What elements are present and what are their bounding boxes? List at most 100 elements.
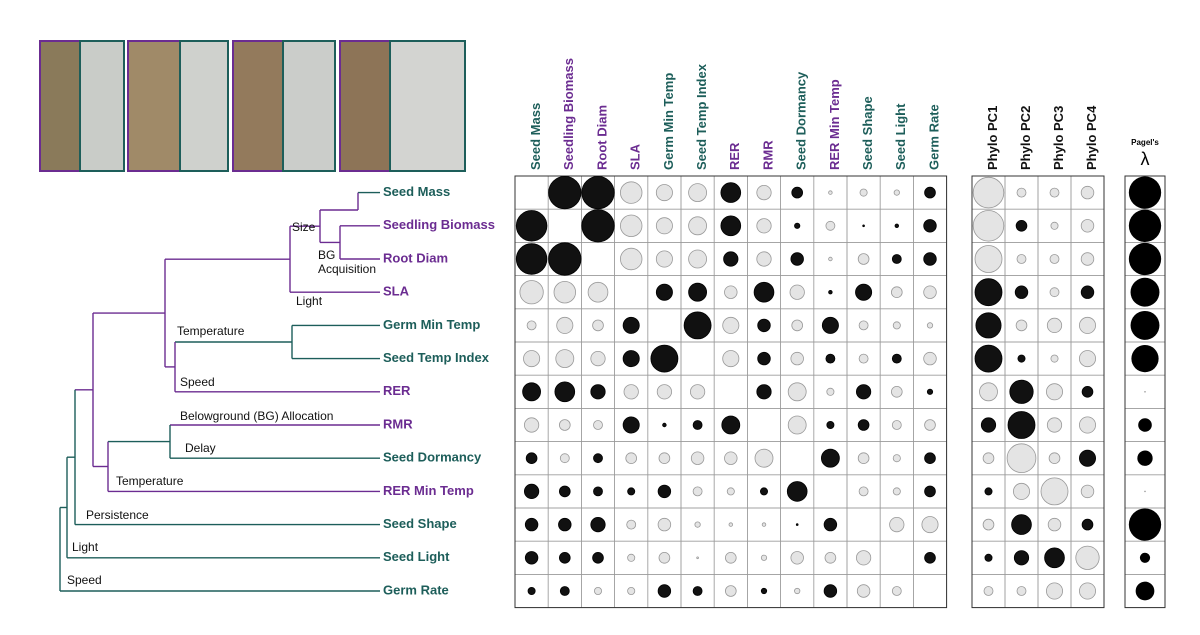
lambda-bubble <box>1130 277 1160 307</box>
bubble <box>692 486 703 497</box>
row-label: RMR <box>383 416 413 431</box>
bubble <box>524 517 539 532</box>
bubble <box>857 253 870 265</box>
bubble <box>1013 482 1031 500</box>
bubble <box>519 280 544 305</box>
lambda-bubble <box>1144 490 1146 493</box>
row-label: SLA <box>383 284 410 299</box>
bubble <box>692 586 703 596</box>
bubble <box>592 551 604 564</box>
bubble <box>720 215 742 237</box>
bubble <box>974 278 1003 307</box>
cell <box>813 474 848 509</box>
column-label: Seed Dormancy <box>794 71 809 170</box>
bubble <box>761 522 767 527</box>
bubble <box>627 587 636 596</box>
lambda-header: λ <box>1141 149 1150 169</box>
photo <box>389 40 466 172</box>
bubble <box>559 453 570 464</box>
bubble <box>581 209 615 243</box>
bubble <box>892 454 901 463</box>
bubble <box>657 517 672 532</box>
photos <box>39 40 466 172</box>
bubble <box>620 214 643 238</box>
bubble <box>821 316 839 334</box>
photo <box>39 40 81 172</box>
row-label: Seed Dormancy <box>383 450 482 465</box>
bubble <box>690 451 705 465</box>
column-label: Seed Temp Index <box>694 63 709 170</box>
bubble <box>526 320 537 331</box>
bubble <box>891 586 902 596</box>
bubble <box>1048 452 1061 465</box>
bubble <box>923 285 937 299</box>
bubble <box>756 185 772 201</box>
bubble <box>790 551 804 565</box>
bubble <box>662 422 667 428</box>
bubble <box>1017 354 1026 363</box>
bubble <box>1080 252 1095 266</box>
bubble <box>894 223 899 228</box>
bubble <box>722 316 740 334</box>
bubble <box>525 452 538 465</box>
bubble <box>974 344 1003 373</box>
bubble <box>858 486 869 497</box>
bubble <box>855 384 872 400</box>
bubble <box>1007 411 1036 439</box>
bubble <box>984 553 993 562</box>
bubble <box>523 350 541 368</box>
bubble <box>921 516 939 534</box>
bubble <box>826 387 835 396</box>
tree-label: Light <box>72 540 99 554</box>
tree-label: Speed <box>180 375 215 389</box>
bubble <box>627 553 636 562</box>
lambda-bubble <box>1128 242 1162 276</box>
bubble <box>791 186 803 199</box>
bubble <box>658 452 671 465</box>
frame <box>971 175 1105 609</box>
bubble <box>754 448 774 468</box>
bubble <box>753 281 775 303</box>
bubble <box>656 384 673 400</box>
bubble <box>548 176 582 210</box>
bubble <box>593 420 603 430</box>
lambda-bubble <box>1128 176 1162 209</box>
bubble <box>622 416 640 434</box>
bubble <box>1006 443 1037 474</box>
bubble <box>558 517 572 532</box>
tree-label: Temperature <box>177 324 245 338</box>
bubble <box>1079 350 1097 368</box>
bubble <box>590 350 606 367</box>
bubble <box>558 419 571 431</box>
lambda-bubble <box>1144 391 1146 393</box>
bubble <box>828 190 833 195</box>
column-label: RER <box>727 142 742 170</box>
bubble <box>1011 514 1032 535</box>
bubble <box>523 417 540 433</box>
bubble <box>924 419 936 431</box>
column-label: Germ Min Temp <box>661 73 676 170</box>
bubble <box>857 419 870 431</box>
column-label: Phylo PC3 <box>1051 106 1066 170</box>
row-label: Seed Mass <box>383 184 450 199</box>
bubble <box>688 183 707 203</box>
row-label: RER Min Temp <box>383 483 474 498</box>
bubble <box>789 284 805 300</box>
bubble <box>627 487 636 496</box>
bubble <box>592 319 604 332</box>
column-label: Seed Light <box>893 103 908 170</box>
bubble <box>756 218 772 234</box>
bubble <box>658 551 671 564</box>
bubble <box>757 318 771 333</box>
photo <box>232 40 284 172</box>
bubble <box>926 322 934 329</box>
bubble <box>696 556 699 560</box>
bubble <box>724 285 738 299</box>
bubble <box>553 281 577 304</box>
bubble <box>1046 317 1063 333</box>
bubble <box>979 382 998 402</box>
bubble <box>980 417 997 433</box>
bubble <box>760 554 768 561</box>
bubble <box>828 256 833 262</box>
bubble <box>657 484 672 499</box>
